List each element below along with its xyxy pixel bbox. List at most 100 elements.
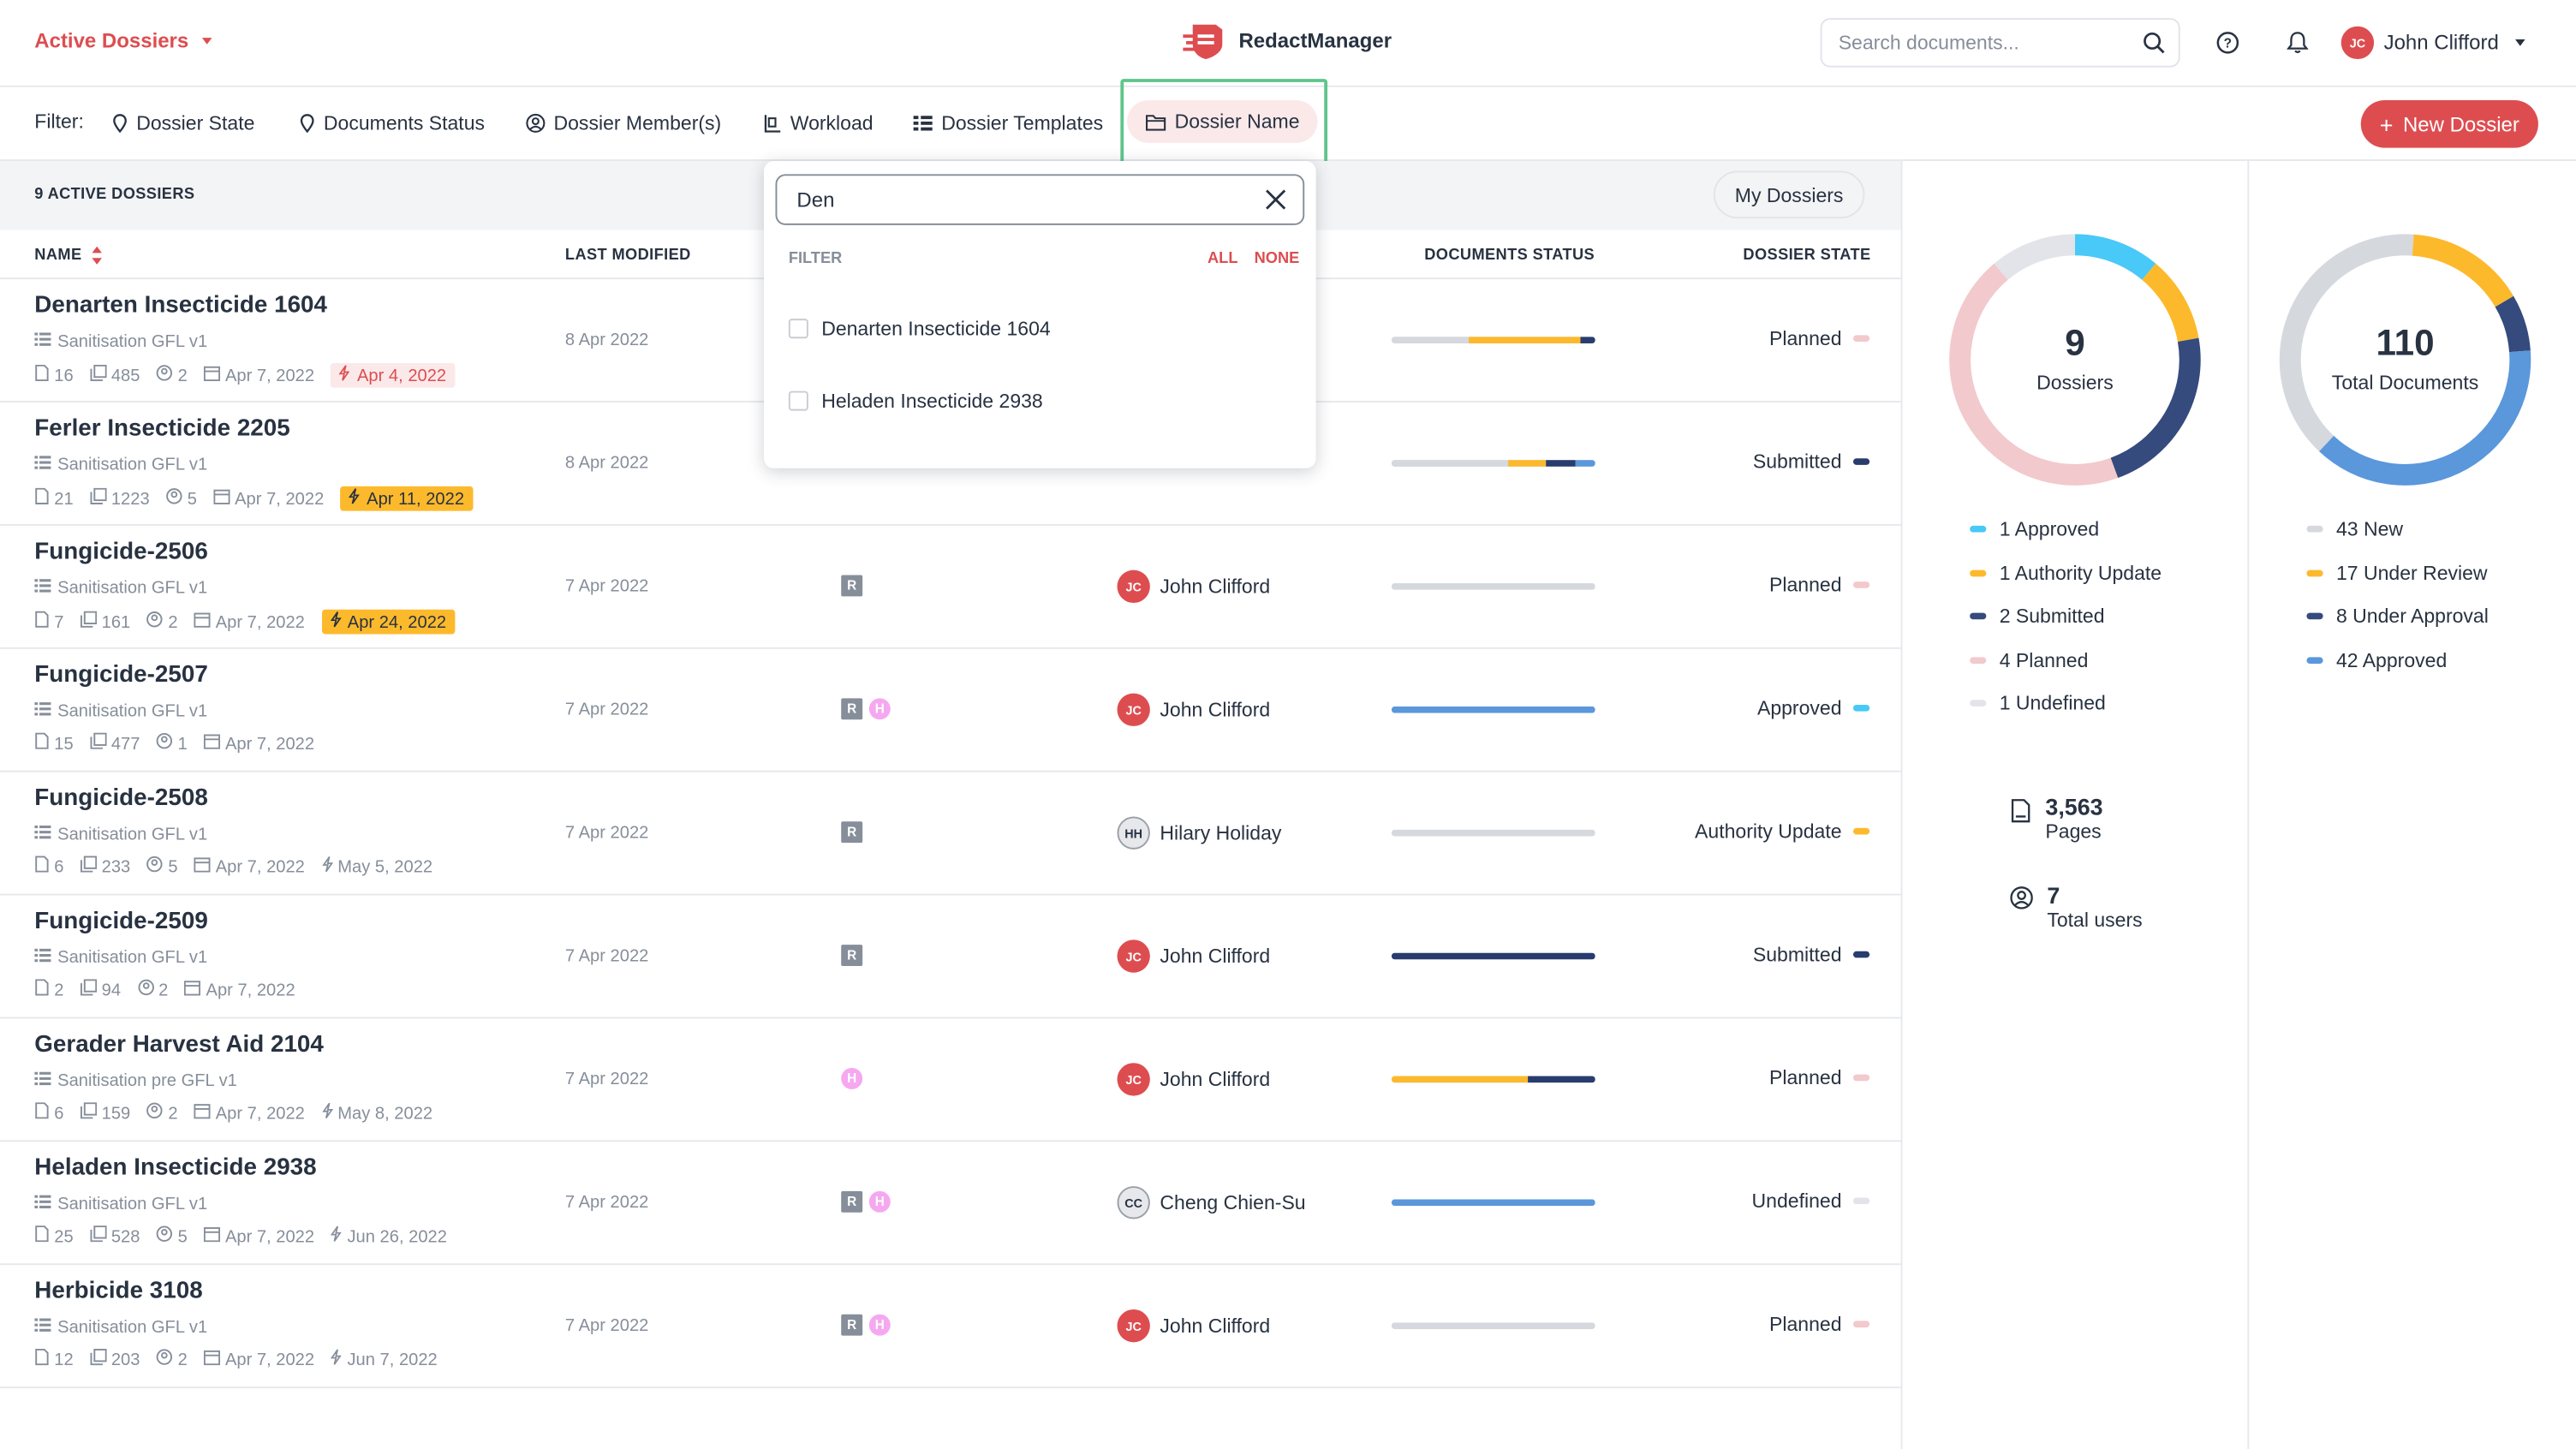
dossier-row[interactable]: Herbicide 3108 Sanitisation GFL v1 12 20… bbox=[0, 1263, 1901, 1388]
dossier-name[interactable]: Denarten Insecticide 1604 bbox=[34, 292, 328, 319]
breadcrumb-dropdown[interactable]: Active Dossiers bbox=[34, 30, 212, 52]
legend-item[interactable]: 8 Under Approval bbox=[2306, 604, 2489, 628]
select-none-link[interactable]: NONE bbox=[1254, 249, 1300, 268]
template-name: Sanitisation pre GFL v1 bbox=[57, 1070, 237, 1091]
filter-workload[interactable]: Workload bbox=[762, 111, 874, 134]
dossier-template: Sanitisation pre GFL v1 bbox=[34, 1071, 237, 1091]
dossier-owner[interactable]: JC John Clifford bbox=[1117, 569, 1270, 604]
dossier-name[interactable]: Fungicide-2509 bbox=[34, 908, 208, 935]
dossier-name[interactable]: Fungicide-2508 bbox=[34, 784, 208, 812]
documents-count-value: 16 bbox=[54, 365, 74, 385]
user-icon bbox=[146, 856, 164, 877]
filter-label: Filter: bbox=[34, 110, 84, 134]
members-count: 1 bbox=[157, 732, 188, 754]
pin-icon bbox=[300, 114, 314, 134]
dossier-owner[interactable]: JC John Clifford bbox=[1117, 939, 1270, 973]
dossier-template: Sanitisation GFL v1 bbox=[34, 578, 207, 598]
checkbox[interactable] bbox=[788, 391, 808, 411]
legend-item[interactable]: 17 Under Review bbox=[2306, 561, 2488, 584]
dossier-name[interactable]: Heladen Insecticide 2938 bbox=[34, 1154, 317, 1182]
dossier-row[interactable]: Fungicide-2509 Sanitisation GFL v1 2 94 … bbox=[0, 893, 1901, 1019]
dossier-name[interactable]: Herbicide 3108 bbox=[34, 1278, 203, 1305]
users-label: Total users bbox=[2047, 908, 2143, 932]
dossier-stats: 15 477 1 Apr 7, 2022 bbox=[34, 732, 331, 754]
help-button[interactable]: ? bbox=[2211, 27, 2244, 59]
legend-item[interactable]: 42 Approved bbox=[2306, 648, 2447, 671]
notifications-button[interactable] bbox=[2281, 27, 2313, 59]
close-icon[interactable] bbox=[1265, 189, 1286, 211]
dossier-row[interactable]: Heladen Insecticide 2938 Sanitisation GF… bbox=[0, 1140, 1901, 1265]
user-menu[interactable]: JC John Clifford bbox=[2340, 26, 2525, 60]
status-segment bbox=[1469, 337, 1582, 343]
last-modified: 7 Apr 2022 bbox=[564, 1315, 649, 1336]
dossier-owner[interactable]: JC John Clifford bbox=[1117, 693, 1270, 726]
owner-name: John Clifford bbox=[1160, 1067, 1271, 1091]
members-count-value: 2 bbox=[168, 1103, 178, 1124]
column-last-modified[interactable]: LAST MODIFIED bbox=[564, 246, 691, 265]
dropdown-search-box[interactable] bbox=[775, 174, 1305, 225]
dropdown-option[interactable]: Heladen Insecticide 2938 bbox=[788, 390, 1043, 413]
donut-segment bbox=[1949, 263, 2119, 486]
my-dossiers-button[interactable]: My Dossiers bbox=[1713, 170, 1865, 219]
dossier-template: Sanitisation GFL v1 bbox=[34, 455, 207, 474]
legend-label: 8 Under Approval bbox=[2335, 604, 2489, 628]
template-icon bbox=[34, 1071, 51, 1091]
dossier-owner[interactable]: HH Hilary Holiday bbox=[1117, 816, 1281, 850]
column-name[interactable]: NAME bbox=[34, 246, 102, 265]
dossier-stats: 6 233 5 Apr 7, 2022 May 5, 2022 bbox=[34, 856, 449, 877]
dossier-name[interactable]: Fungicide-2506 bbox=[34, 539, 208, 565]
dossier-owner[interactable]: JC John Clifford bbox=[1117, 1309, 1270, 1343]
dossier-name[interactable]: Fungicide-2507 bbox=[34, 662, 208, 689]
users-value: 7 bbox=[2047, 882, 2060, 909]
calendar-icon bbox=[204, 733, 221, 754]
filter-label-documents-status: Documents Status bbox=[323, 111, 486, 135]
filter-dossier-templates[interactable]: Dossier Templates bbox=[912, 111, 1103, 134]
state-indicator bbox=[1852, 951, 1870, 958]
dossier-stats: 12 203 2 Apr 7, 2022 Jun 7, 2022 bbox=[34, 1349, 454, 1370]
dossier-row[interactable]: Fungicide-2506 Sanitisation GFL v1 7 161… bbox=[0, 523, 1901, 649]
template-name: Sanitisation GFL v1 bbox=[57, 701, 208, 722]
status-segment bbox=[1391, 1199, 1595, 1207]
dossier-row[interactable]: Fungicide-2508 Sanitisation GFL v1 6 233… bbox=[0, 770, 1901, 896]
new-dossier-button[interactable]: + New Dossier bbox=[2360, 100, 2538, 148]
dossier-row[interactable]: Fungicide-2507 Sanitisation GFL v1 15 47… bbox=[0, 647, 1901, 772]
legend-item[interactable]: 1 Undefined bbox=[1970, 692, 2106, 715]
status-segment bbox=[1391, 337, 1470, 343]
template-icon bbox=[34, 578, 51, 598]
column-documents-status[interactable]: DOCUMENTS STATUS bbox=[1424, 246, 1595, 265]
dropdown-option[interactable]: Denarten Insecticide 1604 bbox=[788, 317, 1051, 340]
legend-item[interactable]: 2 Submitted bbox=[1970, 605, 2105, 628]
dossier-state-label: Submitted bbox=[1752, 450, 1842, 474]
filter-dossier-name[interactable]: Dossier Name bbox=[1127, 100, 1318, 143]
filter-dossier-members[interactable]: Dossier Member(s) bbox=[526, 111, 721, 134]
filter-documents-status[interactable]: Documents Status bbox=[299, 111, 485, 134]
stats-divider bbox=[2247, 161, 2250, 1449]
reviewer-badges: R bbox=[841, 575, 863, 597]
dossier-owner[interactable]: JC John Clifford bbox=[1117, 1063, 1271, 1096]
search-input[interactable] bbox=[1834, 29, 2138, 57]
redact-logo-icon bbox=[1183, 24, 1223, 60]
calendar-icon bbox=[213, 488, 230, 510]
column-dossier-state[interactable]: DOSSIER STATE bbox=[1743, 246, 1871, 265]
checkbox[interactable] bbox=[788, 319, 808, 339]
dossier-row[interactable]: Gerader Harvest Aid 2104 Sanitisation pr… bbox=[0, 1017, 1901, 1142]
legend-item[interactable]: 43 New bbox=[2306, 517, 2403, 540]
filter-dossier-state[interactable]: Dossier State bbox=[111, 111, 254, 134]
calendar-icon bbox=[204, 1225, 221, 1247]
dossier-name[interactable]: Ferler Insecticide 2205 bbox=[34, 415, 290, 443]
dossier-name[interactable]: Gerader Harvest Aid 2104 bbox=[34, 1031, 324, 1058]
avatar: JC bbox=[2340, 26, 2375, 60]
legend-label: 4 Planned bbox=[1999, 647, 2089, 671]
search-icon[interactable] bbox=[2143, 31, 2166, 54]
filter-label-dossier-members: Dossier Member(s) bbox=[553, 111, 722, 135]
dropdown-search-input[interactable] bbox=[793, 186, 1244, 213]
dossier-owner[interactable]: CC Cheng Chien-Su bbox=[1117, 1186, 1306, 1219]
search-box[interactable] bbox=[1820, 18, 2180, 68]
legend-item[interactable]: 4 Planned bbox=[1970, 648, 2088, 671]
highlight-badge: H bbox=[841, 1067, 863, 1089]
legend-item[interactable]: 1 Approved bbox=[1970, 517, 2099, 540]
reviewer-badges: H bbox=[841, 1067, 863, 1089]
select-all-link[interactable]: ALL bbox=[1208, 249, 1238, 268]
legend-item[interactable]: 1 Authority Update bbox=[1970, 561, 2162, 584]
